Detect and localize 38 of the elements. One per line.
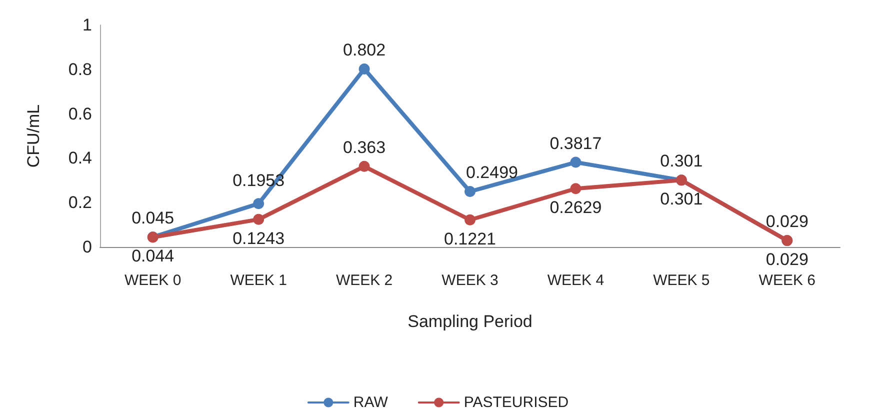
y-tick-label: 0 [82, 238, 92, 256]
data-label: 0.1221 [444, 229, 496, 248]
y-axis-title: CFU/mL [24, 104, 43, 168]
y-tick-label: 0.4 [68, 148, 92, 168]
x-tick-label: WEEK 4 [547, 272, 604, 289]
data-label: 0.802 [343, 40, 386, 60]
x-tick-label: WEEK 1 [230, 272, 287, 289]
point [464, 186, 476, 198]
y-tick-label: 0.2 [68, 193, 92, 212]
legend-label: RAW [353, 394, 389, 411]
x-axis-title: Sampling Period [408, 312, 532, 331]
data-label: 0.2499 [466, 163, 518, 182]
legend-label: PASTEURISED [464, 394, 569, 411]
data-label: 0.301 [660, 190, 703, 209]
point [570, 183, 582, 194]
x-tick-label: WEEK 2 [336, 272, 393, 289]
data-label: 0.3817 [550, 134, 602, 153]
data-label: 0.2629 [550, 198, 602, 218]
data-label: 0.363 [343, 138, 386, 157]
y-tick-label: 0.8 [68, 60, 92, 79]
data-label: 0.029 [766, 212, 808, 232]
data-label: 0.1243 [232, 228, 285, 248]
y-tick-label: 1 [82, 16, 92, 34]
y-tick-label: 0.6 [68, 104, 92, 124]
point [570, 156, 582, 168]
point [253, 198, 264, 210]
data-label: 0.301 [660, 152, 703, 171]
x-tick-label: WEEK 3 [442, 272, 498, 289]
x-tick-label: WEEK 5 [653, 272, 710, 289]
data-label: 0.029 [766, 250, 808, 270]
point [358, 160, 370, 172]
data-label: 0.044 [132, 246, 174, 266]
data-label: 0.045 [132, 208, 174, 228]
x-tick-label: WEEK 0 [124, 272, 182, 289]
point [253, 214, 264, 225]
point [358, 63, 370, 74]
point [464, 214, 476, 226]
x-tick-label: WEEK 6 [758, 272, 816, 289]
